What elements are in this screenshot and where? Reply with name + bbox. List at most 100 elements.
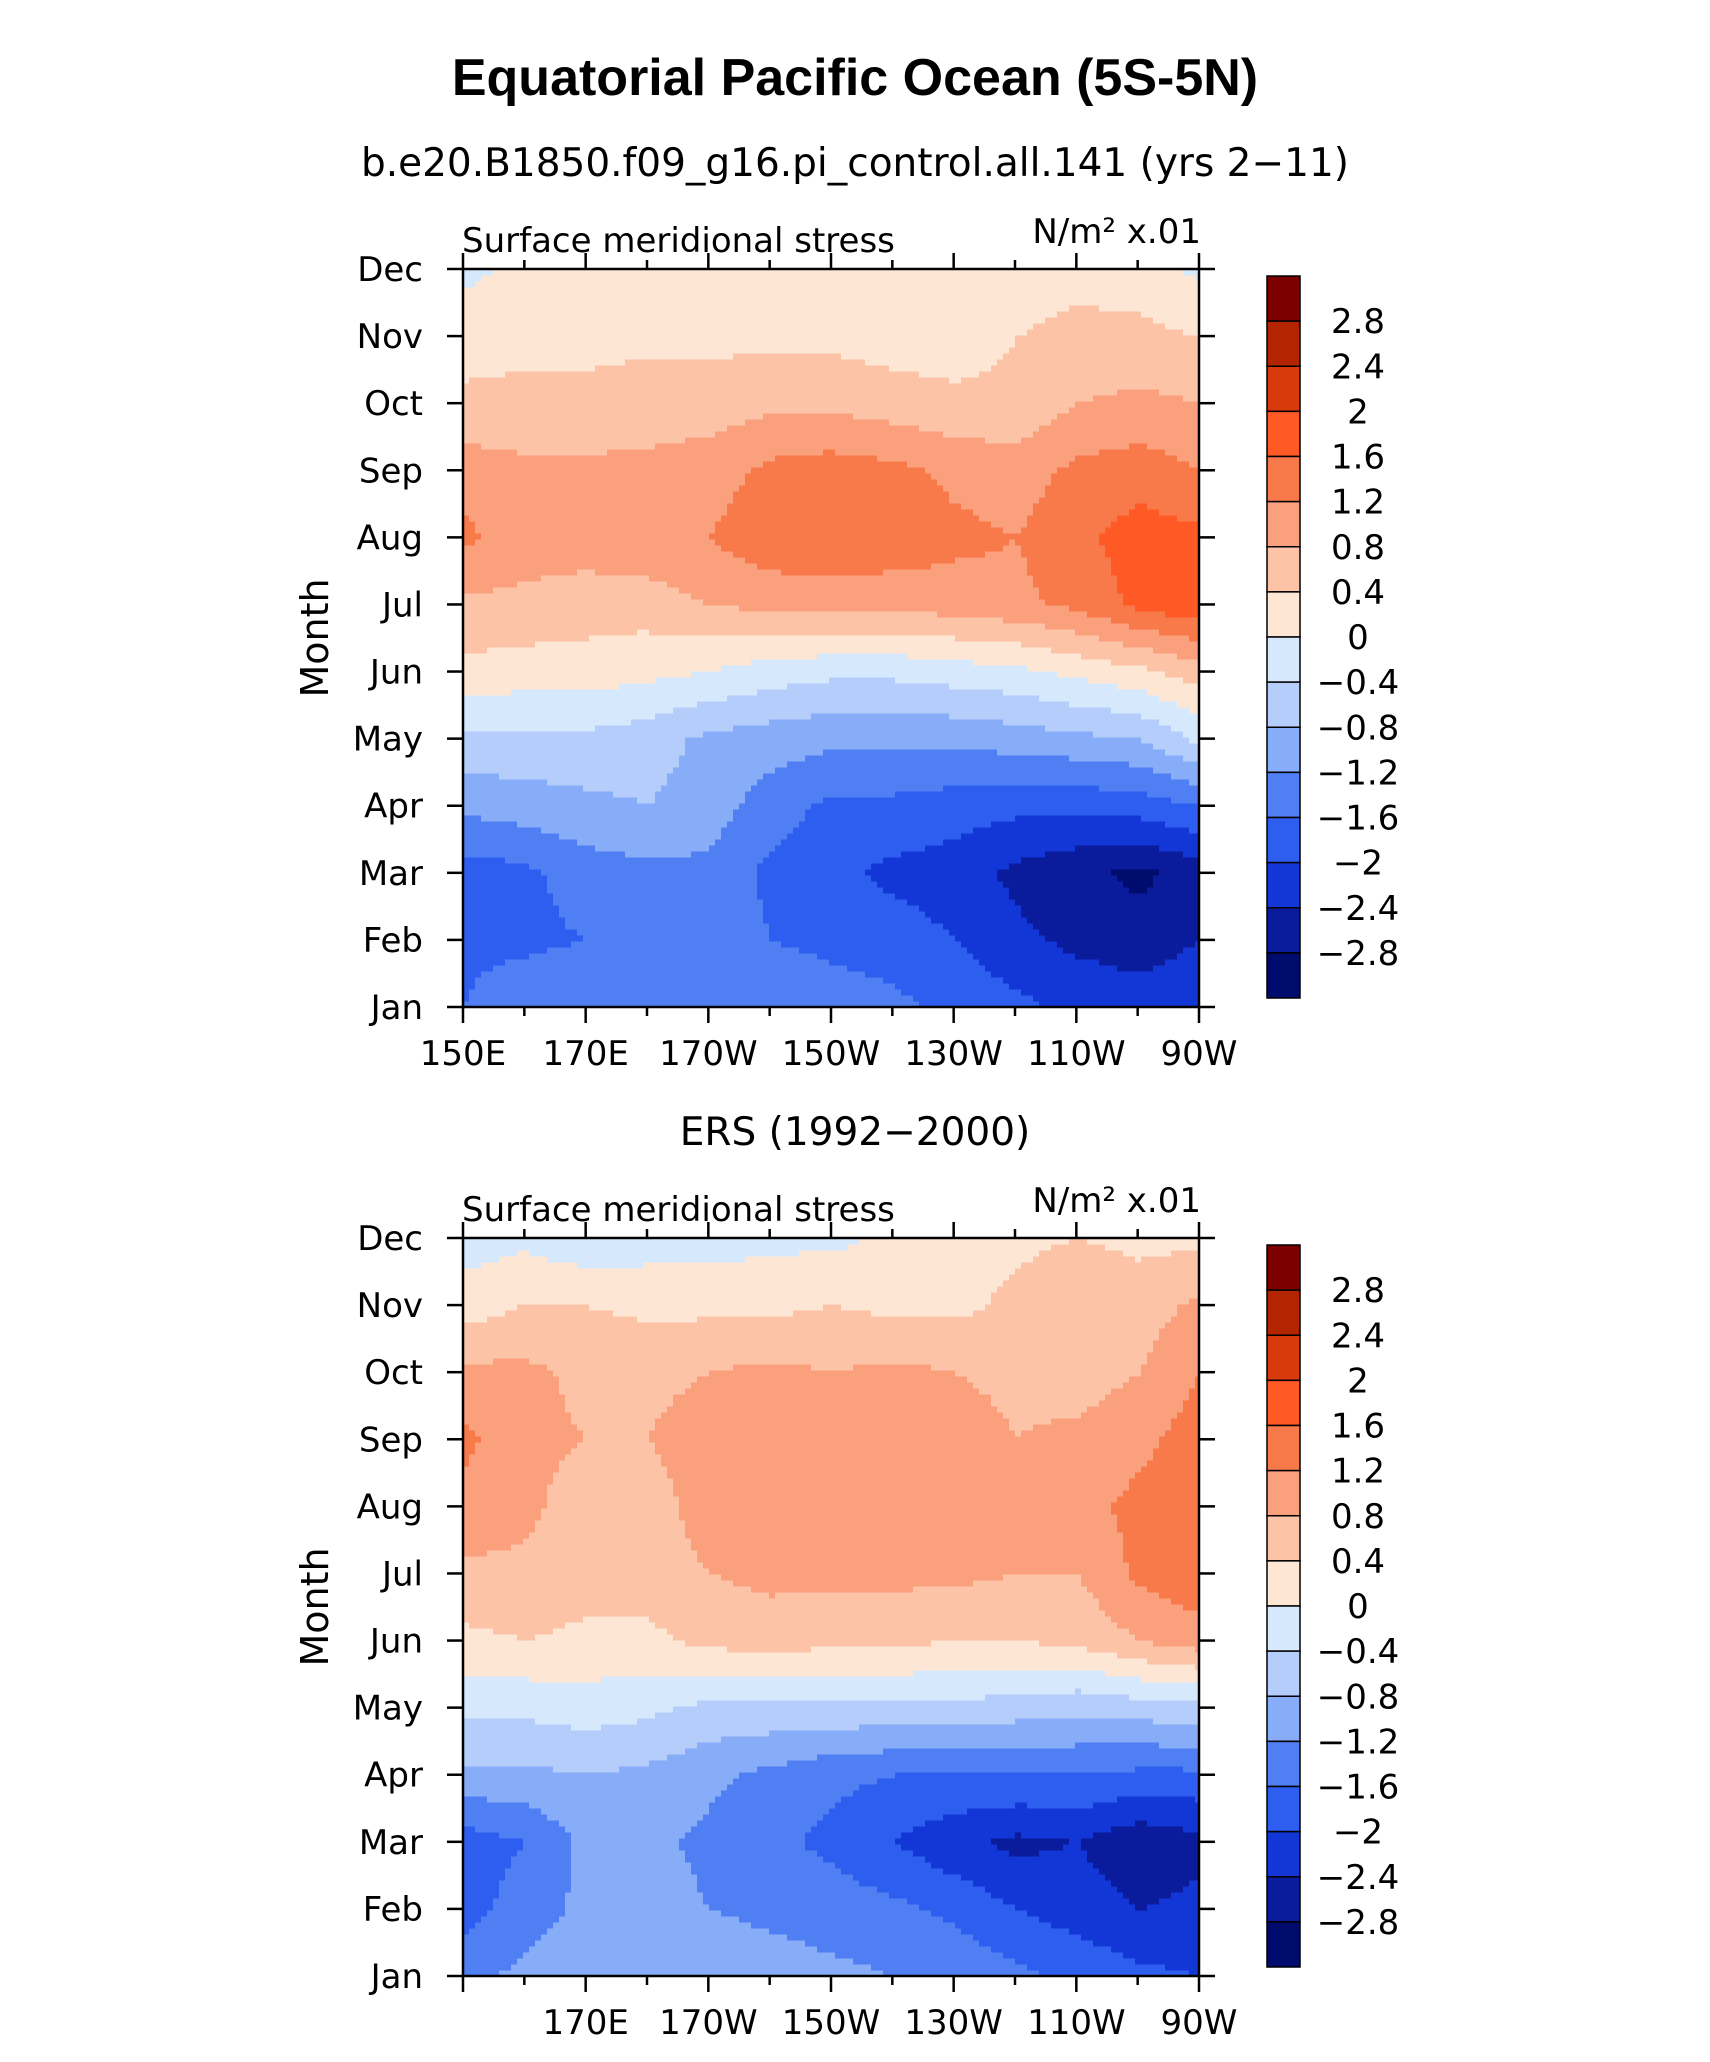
contour-cell — [913, 971, 920, 978]
contour-cell — [979, 989, 986, 996]
contour-cell — [871, 947, 878, 954]
contour-cell — [1003, 785, 1010, 792]
contour-cell — [511, 947, 518, 954]
contour-cell — [499, 863, 506, 870]
contour-cell — [1117, 845, 1124, 852]
contour-cell — [607, 917, 614, 924]
contour-cell — [487, 905, 494, 912]
contour-cell — [1039, 827, 1046, 834]
contour-cell — [961, 857, 968, 864]
contour-cell — [487, 863, 494, 870]
contour-cell — [1129, 911, 1136, 918]
contour-cell — [523, 941, 530, 948]
contour-cell — [703, 845, 710, 852]
contour-cell — [1105, 959, 1112, 966]
contour-cell — [895, 965, 902, 972]
contour-cell — [487, 965, 494, 972]
contour-cell — [727, 803, 734, 810]
contour-cell — [757, 905, 764, 912]
contour-cell — [637, 911, 644, 918]
contour-cell — [517, 935, 524, 942]
contour-cell — [823, 773, 830, 780]
contour-cell — [553, 893, 560, 900]
contour-cell — [523, 881, 530, 888]
contour-cell — [907, 911, 914, 918]
contour-cell — [1153, 905, 1160, 912]
contour-cell — [637, 773, 644, 780]
contour-cell — [499, 809, 506, 816]
contour-cell — [823, 767, 830, 774]
contour-cell — [1111, 887, 1118, 894]
contour-cell — [961, 875, 968, 882]
contour-cell — [619, 917, 626, 924]
contour-cell — [1177, 977, 1184, 984]
contour-cell — [811, 977, 818, 984]
contour-cell — [499, 875, 506, 882]
contour-cell — [871, 935, 878, 942]
contour-cell — [745, 839, 752, 846]
contour-cell — [1093, 791, 1100, 798]
contour-cell — [1117, 815, 1124, 822]
contour-cell — [697, 767, 704, 774]
contour-cell — [1111, 797, 1118, 804]
contour-cell — [643, 845, 650, 852]
contour-cell — [943, 965, 950, 972]
contour-cell — [955, 923, 962, 930]
contour-cell — [511, 989, 518, 996]
contour-cell — [1183, 965, 1190, 972]
contour-cell — [727, 875, 734, 882]
contour-cell — [823, 845, 830, 852]
contour-cell — [739, 773, 746, 780]
contour-cell — [937, 929, 944, 936]
contour-cell — [1117, 935, 1124, 942]
contour-cell — [511, 851, 518, 858]
contour-cell — [703, 785, 710, 792]
contour-cell — [1159, 773, 1166, 780]
contour-cell — [1159, 947, 1166, 954]
contour-cell — [505, 941, 512, 948]
contour-cell — [511, 773, 518, 780]
contour-cell — [823, 761, 830, 768]
contour-cell — [517, 983, 524, 990]
contour-cell — [811, 953, 818, 960]
contour-cell — [1093, 941, 1100, 948]
contour-cell — [931, 881, 938, 888]
contour-cell — [523, 761, 530, 768]
contour-cell — [655, 941, 662, 948]
contour-cell — [1117, 821, 1124, 828]
contour-cell — [1153, 863, 1160, 870]
contour-cell — [1033, 935, 1040, 942]
contour-cell — [1027, 845, 1034, 852]
contour-cell — [829, 791, 836, 798]
contour-cell — [649, 935, 656, 942]
contour-cell — [859, 851, 866, 858]
contour-cell — [1063, 947, 1070, 954]
contour-cell — [1147, 911, 1154, 918]
contour-cell — [1063, 935, 1070, 942]
contour-cell — [613, 869, 620, 876]
contour-cell — [835, 947, 842, 954]
contour-cell — [1105, 839, 1112, 846]
contour-cell — [1045, 851, 1052, 858]
contour-cell — [973, 941, 980, 948]
contour-cell — [1177, 923, 1184, 930]
contour-cell — [1105, 779, 1112, 786]
contour-cell — [673, 953, 680, 960]
contour-cell — [571, 845, 578, 852]
contour-cell — [799, 761, 806, 768]
contour-cell — [1117, 797, 1124, 804]
contour-cell — [889, 851, 896, 858]
contour-cell — [949, 953, 956, 960]
contour-cell — [493, 767, 500, 774]
contour-cell — [547, 767, 554, 774]
contour-cell — [913, 857, 920, 864]
contour-cell — [1039, 785, 1046, 792]
contour-cell — [739, 887, 746, 894]
contour-cell — [817, 947, 824, 954]
contour-cell — [1189, 791, 1196, 798]
contour-cell — [955, 989, 962, 996]
contour-cell — [1159, 953, 1166, 960]
contour-cell — [721, 965, 728, 972]
contour-cell — [529, 935, 536, 942]
contour-cell — [1147, 923, 1154, 930]
